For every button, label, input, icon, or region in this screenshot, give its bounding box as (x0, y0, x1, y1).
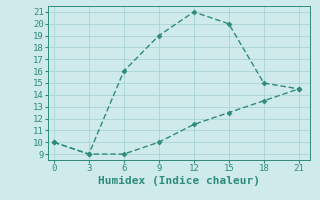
X-axis label: Humidex (Indice chaleur): Humidex (Indice chaleur) (98, 176, 260, 186)
